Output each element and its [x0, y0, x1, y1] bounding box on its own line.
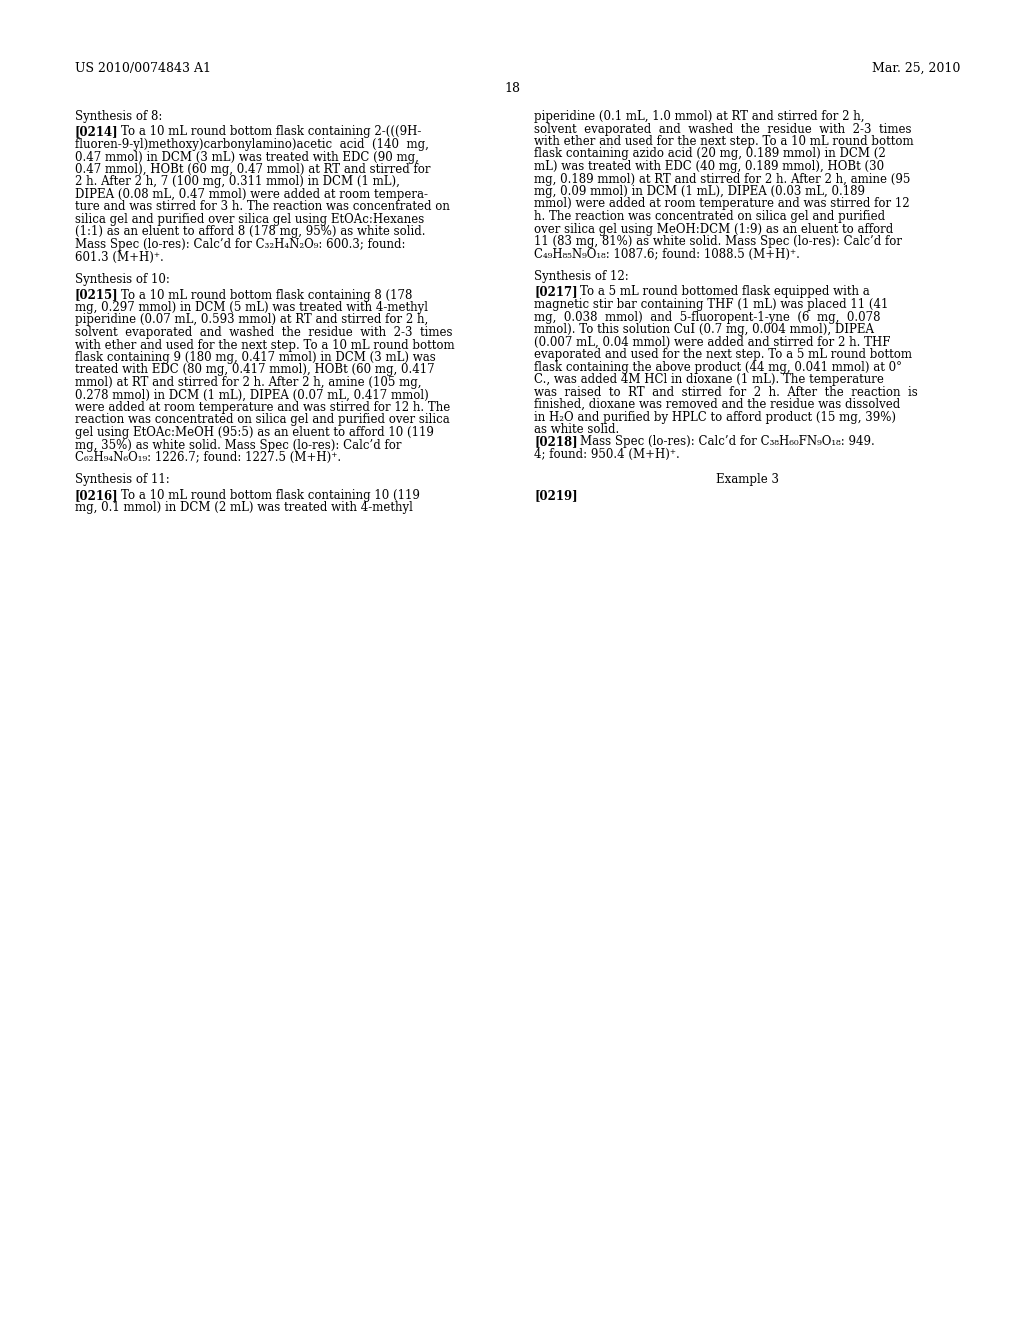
Text: mmol). To this solution CuI (0.7 mg, 0.004 mmol), DIPEA: mmol). To this solution CuI (0.7 mg, 0.0… [534, 323, 874, 337]
Text: silica gel and purified over silica gel using EtOAc:Hexanes: silica gel and purified over silica gel … [75, 213, 424, 226]
Text: (1:1) as an eluent to afford 8 (178 mg, 95%) as white solid.: (1:1) as an eluent to afford 8 (178 mg, … [75, 226, 426, 239]
Text: with ether and used for the next step. To a 10 mL round bottom: with ether and used for the next step. T… [534, 135, 913, 148]
Text: was  raised  to  RT  and  stirred  for  2  h.  After  the  reaction  is: was raised to RT and stirred for 2 h. Af… [534, 385, 918, 399]
Text: flask containing azido acid (20 mg, 0.189 mmol) in DCM (2: flask containing azido acid (20 mg, 0.18… [534, 148, 886, 161]
Text: were added at room temperature and was stirred for 12 h. The: were added at room temperature and was s… [75, 401, 451, 414]
Text: [0218]: [0218] [534, 436, 578, 449]
Text: flask containing 9 (180 mg, 0.417 mmol) in DCM (3 mL) was: flask containing 9 (180 mg, 0.417 mmol) … [75, 351, 436, 364]
Text: C₄₉H₈₅N₉O₁₈: 1087.6; found: 1088.5 (M+H)⁺.: C₄₉H₈₅N₉O₁₈: 1087.6; found: 1088.5 (M+H)… [534, 248, 800, 260]
Text: [0215]: [0215] [75, 289, 119, 301]
Text: fluoren-9-yl)methoxy)carbonylamino)acetic  acid  (140  mg,: fluoren-9-yl)methoxy)carbonylamino)aceti… [75, 139, 429, 150]
Text: piperidine (0.1 mL, 1.0 mmol) at RT and stirred for 2 h,: piperidine (0.1 mL, 1.0 mmol) at RT and … [534, 110, 864, 123]
Text: mmol) were added at room temperature and was stirred for 12: mmol) were added at room temperature and… [534, 198, 909, 210]
Text: Example 3: Example 3 [716, 473, 778, 486]
Text: C., was added 4M HCl in dioxane (1 mL). The temperature: C., was added 4M HCl in dioxane (1 mL). … [534, 374, 884, 385]
Text: h. The reaction was concentrated on silica gel and purified: h. The reaction was concentrated on sili… [534, 210, 885, 223]
Text: 18: 18 [504, 82, 520, 95]
Text: mg, 35%) as white solid. Mass Spec (lo-res): Calc’d for: mg, 35%) as white solid. Mass Spec (lo-r… [75, 438, 401, 451]
Text: with ether and used for the next step. To a 10 mL round bottom: with ether and used for the next step. T… [75, 338, 455, 351]
Text: To a 10 mL round bottom flask containing 8 (178: To a 10 mL round bottom flask containing… [121, 289, 413, 301]
Text: 11 (83 mg, 81%) as white solid. Mass Spec (lo-res): Calc’d for: 11 (83 mg, 81%) as white solid. Mass Spe… [534, 235, 902, 248]
Text: Mass Spec (lo-res): Calc’d for C₃₈H₆₀FN₉O₁₈: 949.: Mass Spec (lo-res): Calc’d for C₃₈H₆₀FN₉… [580, 436, 874, 449]
Text: gel using EtOAc:MeOH (95:5) as an eluent to afford 10 (119: gel using EtOAc:MeOH (95:5) as an eluent… [75, 426, 434, 440]
Text: in H₂O and purified by HPLC to afford product (15 mg, 39%): in H₂O and purified by HPLC to afford pr… [534, 411, 896, 424]
Text: 0.47 mmol) in DCM (3 mL) was treated with EDC (90 mg,: 0.47 mmol) in DCM (3 mL) was treated wit… [75, 150, 419, 164]
Text: 2 h. After 2 h, 7 (100 mg, 0.311 mmol) in DCM (1 mL),: 2 h. After 2 h, 7 (100 mg, 0.311 mmol) i… [75, 176, 400, 189]
Text: mmol) at RT and stirred for 2 h. After 2 h, amine (105 mg,: mmol) at RT and stirred for 2 h. After 2… [75, 376, 422, 389]
Text: mg, 0.1 mmol) in DCM (2 mL) was treated with 4-methyl: mg, 0.1 mmol) in DCM (2 mL) was treated … [75, 502, 413, 515]
Text: DIPEA (0.08 mL, 0.47 mmol) were added at room tempera-: DIPEA (0.08 mL, 0.47 mmol) were added at… [75, 187, 428, 201]
Text: Mar. 25, 2010: Mar. 25, 2010 [871, 62, 961, 75]
Text: To a 10 mL round bottom flask containing 2-(((9H-: To a 10 mL round bottom flask containing… [121, 125, 421, 139]
Text: ture and was stirred for 3 h. The reaction was concentrated on: ture and was stirred for 3 h. The reacti… [75, 201, 450, 214]
Text: solvent  evaporated  and  washed  the  residue  with  2-3  times: solvent evaporated and washed the residu… [75, 326, 453, 339]
Text: C₆₂H₉₄N₆O₁₉: 1226.7; found: 1227.5 (M+H)⁺.: C₆₂H₉₄N₆O₁₉: 1226.7; found: 1227.5 (M+H)… [75, 451, 341, 465]
Text: flask containing the above product (44 mg, 0.041 mmol) at 0°: flask containing the above product (44 m… [534, 360, 902, 374]
Text: treated with EDC (80 mg, 0.417 mmol), HOBt (60 mg, 0.417: treated with EDC (80 mg, 0.417 mmol), HO… [75, 363, 434, 376]
Text: piperidine (0.07 mL, 0.593 mmol) at RT and stirred for 2 h,: piperidine (0.07 mL, 0.593 mmol) at RT a… [75, 314, 428, 326]
Text: Synthesis of 12:: Synthesis of 12: [534, 271, 629, 282]
Text: Synthesis of 11:: Synthesis of 11: [75, 474, 170, 487]
Text: solvent  evaporated  and  washed  the  residue  with  2-3  times: solvent evaporated and washed the residu… [534, 123, 911, 136]
Text: To a 5 mL round bottomed flask equipped with a: To a 5 mL round bottomed flask equipped … [580, 285, 869, 298]
Text: US 2010/0074843 A1: US 2010/0074843 A1 [75, 62, 211, 75]
Text: mg, 0.189 mmol) at RT and stirred for 2 h. After 2 h, amine (95: mg, 0.189 mmol) at RT and stirred for 2 … [534, 173, 910, 186]
Text: reaction was concentrated on silica gel and purified over silica: reaction was concentrated on silica gel … [75, 413, 450, 426]
Text: To a 10 mL round bottom flask containing 10 (119: To a 10 mL round bottom flask containing… [121, 488, 420, 502]
Text: magnetic stir bar containing THF (1 mL) was placed 11 (41: magnetic stir bar containing THF (1 mL) … [534, 298, 889, 312]
Text: mg,  0.038  mmol)  and  5-fluoropent-1-yne  (6  mg,  0.078: mg, 0.038 mmol) and 5-fluoropent-1-yne (… [534, 310, 881, 323]
Text: 0.278 mmol) in DCM (1 mL), DIPEA (0.07 mL, 0.417 mmol): 0.278 mmol) in DCM (1 mL), DIPEA (0.07 m… [75, 388, 429, 401]
Text: Synthesis of 8:: Synthesis of 8: [75, 110, 163, 123]
Text: finished, dioxane was removed and the residue was dissolved: finished, dioxane was removed and the re… [534, 399, 900, 411]
Text: 4; found: 950.4 (M+H)⁺.: 4; found: 950.4 (M+H)⁺. [534, 447, 680, 461]
Text: [0219]: [0219] [534, 488, 578, 502]
Text: 0.47 mmol), HOBt (60 mg, 0.47 mmol) at RT and stirred for: 0.47 mmol), HOBt (60 mg, 0.47 mmol) at R… [75, 162, 430, 176]
Text: (0.007 mL, 0.04 mmol) were added and stirred for 2 h. THF: (0.007 mL, 0.04 mmol) were added and sti… [534, 335, 891, 348]
Text: evaporated and used for the next step. To a 5 mL round bottom: evaporated and used for the next step. T… [534, 348, 912, 360]
Text: Synthesis of 10:: Synthesis of 10: [75, 273, 170, 286]
Text: as white solid.: as white solid. [534, 422, 620, 436]
Text: [0214]: [0214] [75, 125, 119, 139]
Text: mL) was treated with EDC (40 mg, 0.189 mmol), HOBt (30: mL) was treated with EDC (40 mg, 0.189 m… [534, 160, 884, 173]
Text: over silica gel using MeOH:DCM (1:9) as an eluent to afford: over silica gel using MeOH:DCM (1:9) as … [534, 223, 893, 235]
Text: [0217]: [0217] [534, 285, 578, 298]
Text: Mass Spec (lo-res): Calc’d for C₃₂H₄N₂O₉: 600.3; found:: Mass Spec (lo-res): Calc’d for C₃₂H₄N₂O₉… [75, 238, 406, 251]
Text: mg, 0.297 mmol) in DCM (5 mL) was treated with 4-methyl: mg, 0.297 mmol) in DCM (5 mL) was treate… [75, 301, 428, 314]
Text: mg, 0.09 mmol) in DCM (1 mL), DIPEA (0.03 mL, 0.189: mg, 0.09 mmol) in DCM (1 mL), DIPEA (0.0… [534, 185, 865, 198]
Text: 601.3 (M+H)⁺.: 601.3 (M+H)⁺. [75, 251, 164, 264]
Text: [0216]: [0216] [75, 488, 119, 502]
